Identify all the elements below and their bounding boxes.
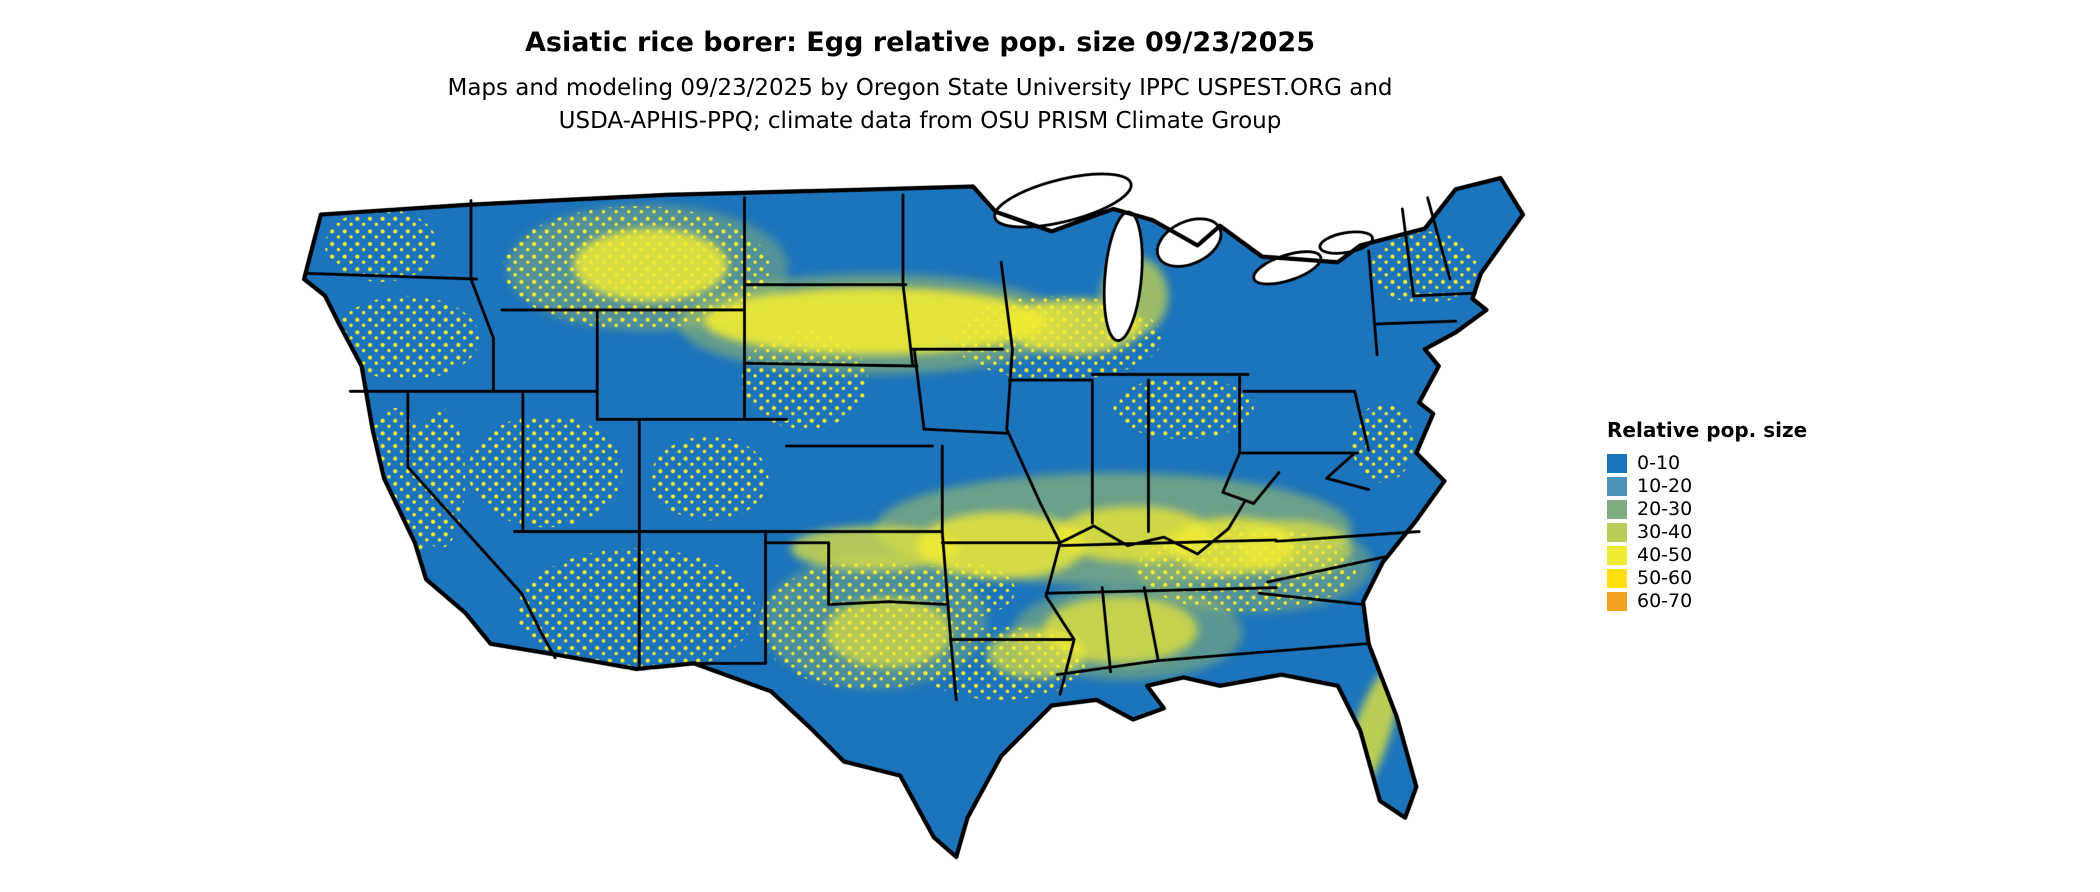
legend-item: 10-20	[1607, 475, 1807, 498]
legend-swatch	[1607, 569, 1627, 588]
legend-swatch	[1607, 477, 1627, 496]
legend-item: 40-50	[1607, 544, 1807, 567]
legend-item-label: 0-10	[1637, 452, 1681, 474]
map-legend: Relative pop. size 0-10 10-20 20-30 30-40 40…	[1607, 418, 1807, 613]
state-borders	[306, 193, 1477, 702]
legend-item: 60-70	[1607, 590, 1807, 613]
legend-item-label: 50-60	[1637, 567, 1693, 589]
map-area	[262, 150, 1572, 885]
us-map	[262, 172, 1572, 885]
legend-item-label: 10-20	[1637, 475, 1693, 497]
legend-item: 20-30	[1607, 498, 1807, 521]
legend-item-label: 60-70	[1637, 590, 1693, 612]
legend-swatch	[1607, 523, 1627, 542]
legend-swatch	[1607, 546, 1627, 565]
subtitle-line-2: USDA-APHIS-PPQ; climate data from OSU PR…	[558, 108, 1282, 134]
legend-swatch	[1607, 500, 1627, 519]
legend-item: 0-10	[1607, 452, 1807, 475]
legend-item-label: 20-30	[1637, 498, 1693, 520]
figure-title: Asiatic rice borer: Egg relative pop. si…	[524, 27, 1315, 58]
subtitle-line-1: Maps and modeling 09/23/2025 by Oregon S…	[447, 75, 1393, 101]
legend-title: Relative pop. size	[1607, 418, 1808, 442]
legend-item-label: 40-50	[1637, 544, 1693, 566]
legend-items: 0-10 10-20 20-30 30-40 40-50 50-60 60-70	[1607, 452, 1807, 613]
figure-subtitle: Maps and modeling 09/23/2025 by Oregon S…	[0, 72, 1840, 138]
legend-item: 50-60	[1607, 567, 1807, 590]
legend-item: 30-40	[1607, 521, 1807, 544]
legend-swatch	[1607, 454, 1627, 473]
legend-swatch	[1607, 592, 1627, 611]
legend-item-label: 30-40	[1637, 521, 1693, 543]
population-raster-layer	[325, 204, 1479, 801]
lake-superior	[993, 172, 1133, 229]
figure-header: Asiatic rice borer: Egg relative pop. si…	[0, 26, 1840, 138]
